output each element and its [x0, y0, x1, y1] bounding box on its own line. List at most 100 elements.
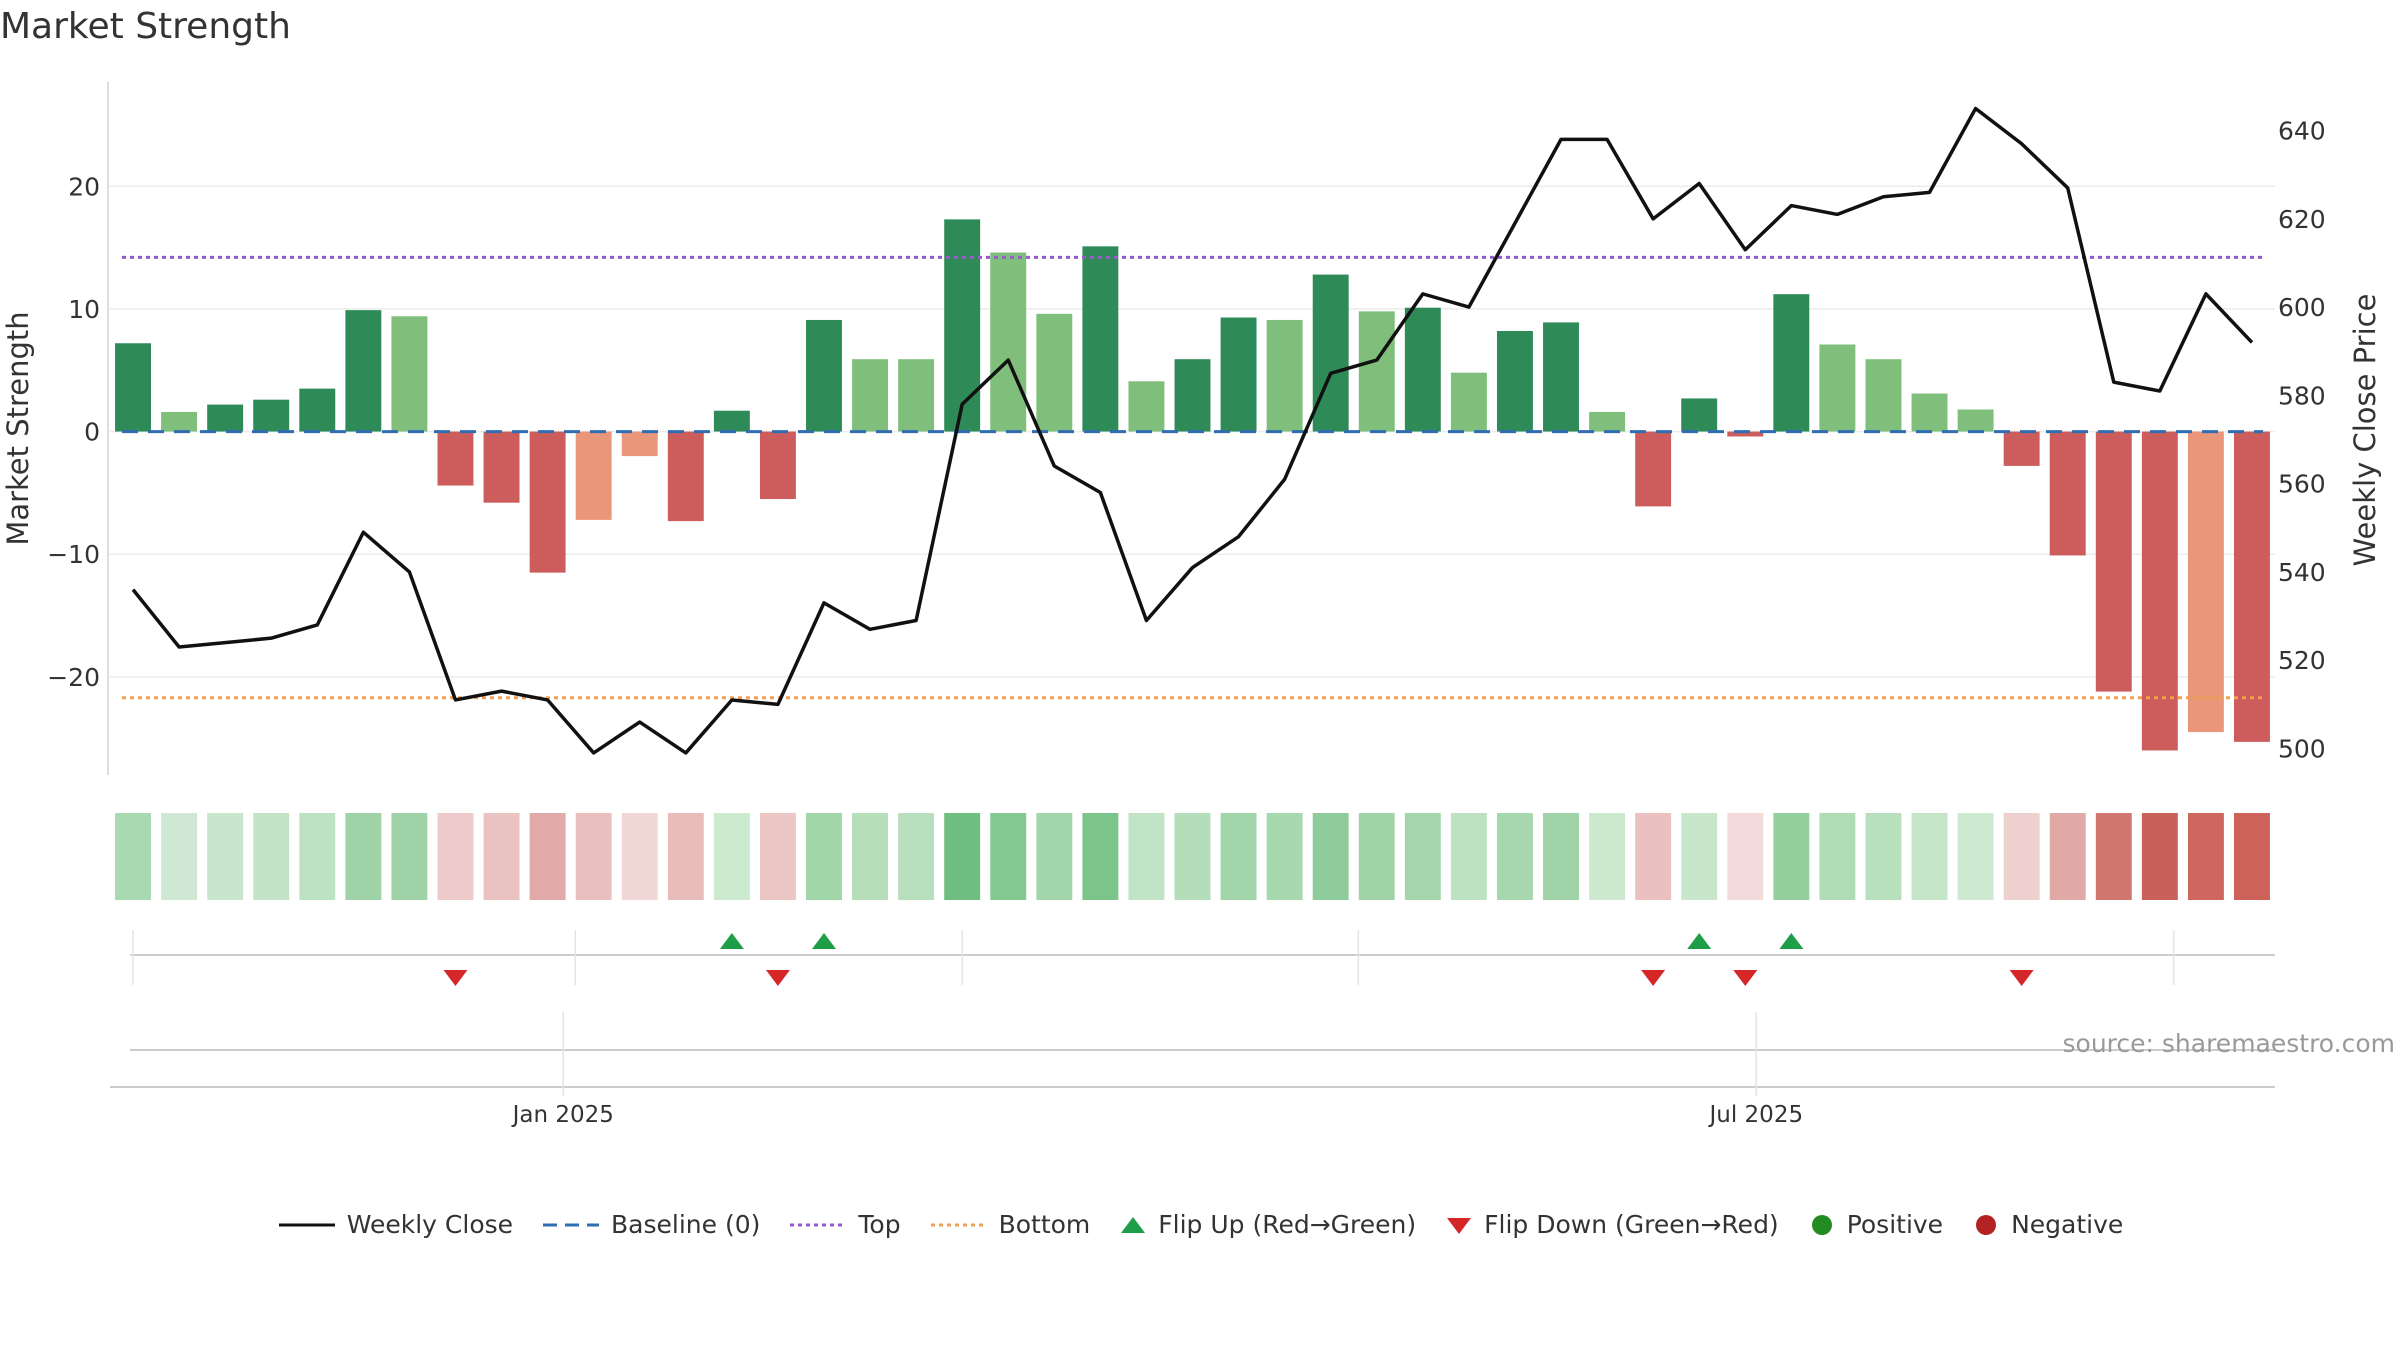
legend-label: Bottom — [998, 1210, 1091, 1239]
strength-bar — [1727, 431, 1764, 437]
source-note: source: sharemaestro.com — [2063, 1029, 2396, 1058]
strength-bar — [437, 431, 474, 486]
legend-label: Weekly Close — [346, 1210, 514, 1239]
legend-baseline[interactable]: Baseline (0) — [541, 1210, 760, 1239]
y2-tick-label: 500 — [2278, 735, 2326, 764]
dotted-line-legend-icon — [930, 1223, 987, 1226]
flip-up-marker — [719, 933, 744, 949]
triangle-up-icon — [1121, 1216, 1146, 1233]
legend-label: Negative — [2011, 1210, 2124, 1239]
strength-bar — [667, 431, 704, 522]
y-axis-title: Market Strength — [1, 311, 35, 545]
dotted-line-legend-icon — [790, 1223, 847, 1226]
strength-bar — [1404, 307, 1441, 432]
heat-cell — [2187, 813, 2224, 900]
heat-cell — [437, 813, 474, 900]
strength-bar — [621, 431, 658, 457]
flip-down-marker — [1733, 970, 1758, 986]
heat-cell — [1957, 813, 1994, 900]
legend-label: Baseline (0) — [611, 1210, 761, 1239]
y2-axis-title: Weekly Close Price — [2348, 294, 2382, 567]
y-tick-label: 10 — [68, 295, 100, 324]
strength-bar — [391, 316, 428, 432]
strength-bar — [1266, 319, 1303, 432]
strength-bar — [1358, 311, 1395, 432]
heat-cell — [1819, 813, 1856, 900]
strength-bar — [1635, 431, 1672, 507]
strength-bar — [1865, 359, 1902, 432]
legend-positive[interactable]: Positive — [1807, 1210, 1943, 1239]
heat-cell — [161, 813, 198, 900]
heat-cell — [1450, 813, 1487, 900]
heat-cell — [1543, 813, 1579, 900]
legend-flip-down[interactable]: Flip Down (Green→Red) — [1444, 1210, 1779, 1239]
strength-bar — [944, 219, 981, 432]
strength-bar — [1128, 381, 1165, 432]
heat-cell — [1266, 813, 1303, 900]
heat-cell — [667, 813, 704, 900]
heat-cell — [1128, 813, 1165, 900]
heat-cell — [2003, 813, 2040, 900]
heat-cell — [575, 813, 612, 900]
heat-cell — [1220, 813, 1257, 900]
legend-top[interactable]: Top — [788, 1210, 901, 1239]
heat-cell — [1865, 813, 1902, 900]
strength-bar — [575, 431, 612, 520]
heat-cell — [759, 813, 796, 900]
heat-cell — [207, 813, 244, 900]
triangle-down-icon — [1447, 1217, 1472, 1234]
heat-cell — [1358, 813, 1395, 900]
legend-flip-up[interactable]: Flip Up (Red→Green) — [1118, 1210, 1416, 1239]
x-tick-label: Jul 2025 — [1707, 1102, 1803, 1128]
heat-cell — [944, 813, 981, 900]
legend-label: Flip Down (Green→Red) — [1484, 1210, 1779, 1239]
flip-up-marker — [811, 933, 836, 949]
heat-cell — [1496, 813, 1533, 900]
strength-bar — [2095, 431, 2132, 692]
heat-cell — [1082, 813, 1119, 900]
strength-bar — [990, 252, 1027, 432]
strength-bar — [1450, 372, 1487, 432]
strength-bar — [2234, 431, 2270, 742]
y-tick-label: −20 — [47, 663, 100, 692]
legend-negative[interactable]: Negative — [1971, 1210, 2123, 1239]
strength-bar — [2049, 431, 2086, 556]
strength-bar — [1819, 344, 1856, 432]
heat-cell — [806, 813, 842, 900]
strength-bar — [1957, 409, 1994, 432]
strength-bar — [1082, 246, 1119, 432]
heat-cell — [1589, 813, 1626, 900]
line-legend-icon — [278, 1223, 335, 1226]
y2-tick-label: 600 — [2278, 293, 2326, 322]
strength-bar — [1036, 313, 1073, 432]
strength-bar — [1589, 411, 1626, 432]
strength-bar — [161, 411, 198, 432]
heat-cell — [1727, 813, 1764, 900]
y2-tick-label: 520 — [2278, 646, 2326, 675]
heat-cell — [2234, 813, 2270, 900]
strength-bar — [1312, 274, 1349, 432]
heat-cell — [529, 813, 566, 900]
flip-up-marker — [1687, 933, 1712, 949]
flip-down-marker — [443, 970, 468, 986]
heat-cell — [1312, 813, 1349, 900]
strength-bar — [115, 343, 151, 432]
y2-tick-label: 640 — [2278, 117, 2326, 146]
strength-bar — [345, 310, 382, 432]
flip-down-marker — [2009, 970, 2034, 986]
legend-label: Flip Up (Red→Green) — [1158, 1210, 1417, 1239]
y2-tick-label: 560 — [2278, 470, 2326, 499]
heat-cell — [345, 813, 382, 900]
heat-cell — [1773, 813, 1810, 900]
heat-cell — [621, 813, 658, 900]
y2-tick-label: 580 — [2278, 381, 2326, 410]
strength-bar — [1496, 330, 1533, 432]
heat-cell — [898, 813, 935, 900]
circle-icon — [1976, 1214, 1997, 1235]
heat-cell — [2095, 813, 2132, 900]
legend-bottom[interactable]: Bottom — [929, 1210, 1091, 1239]
strength-bar — [1911, 393, 1948, 432]
legend-weekly-close[interactable]: Weekly Close — [277, 1210, 513, 1239]
chart-title: Market Strength — [0, 6, 291, 47]
